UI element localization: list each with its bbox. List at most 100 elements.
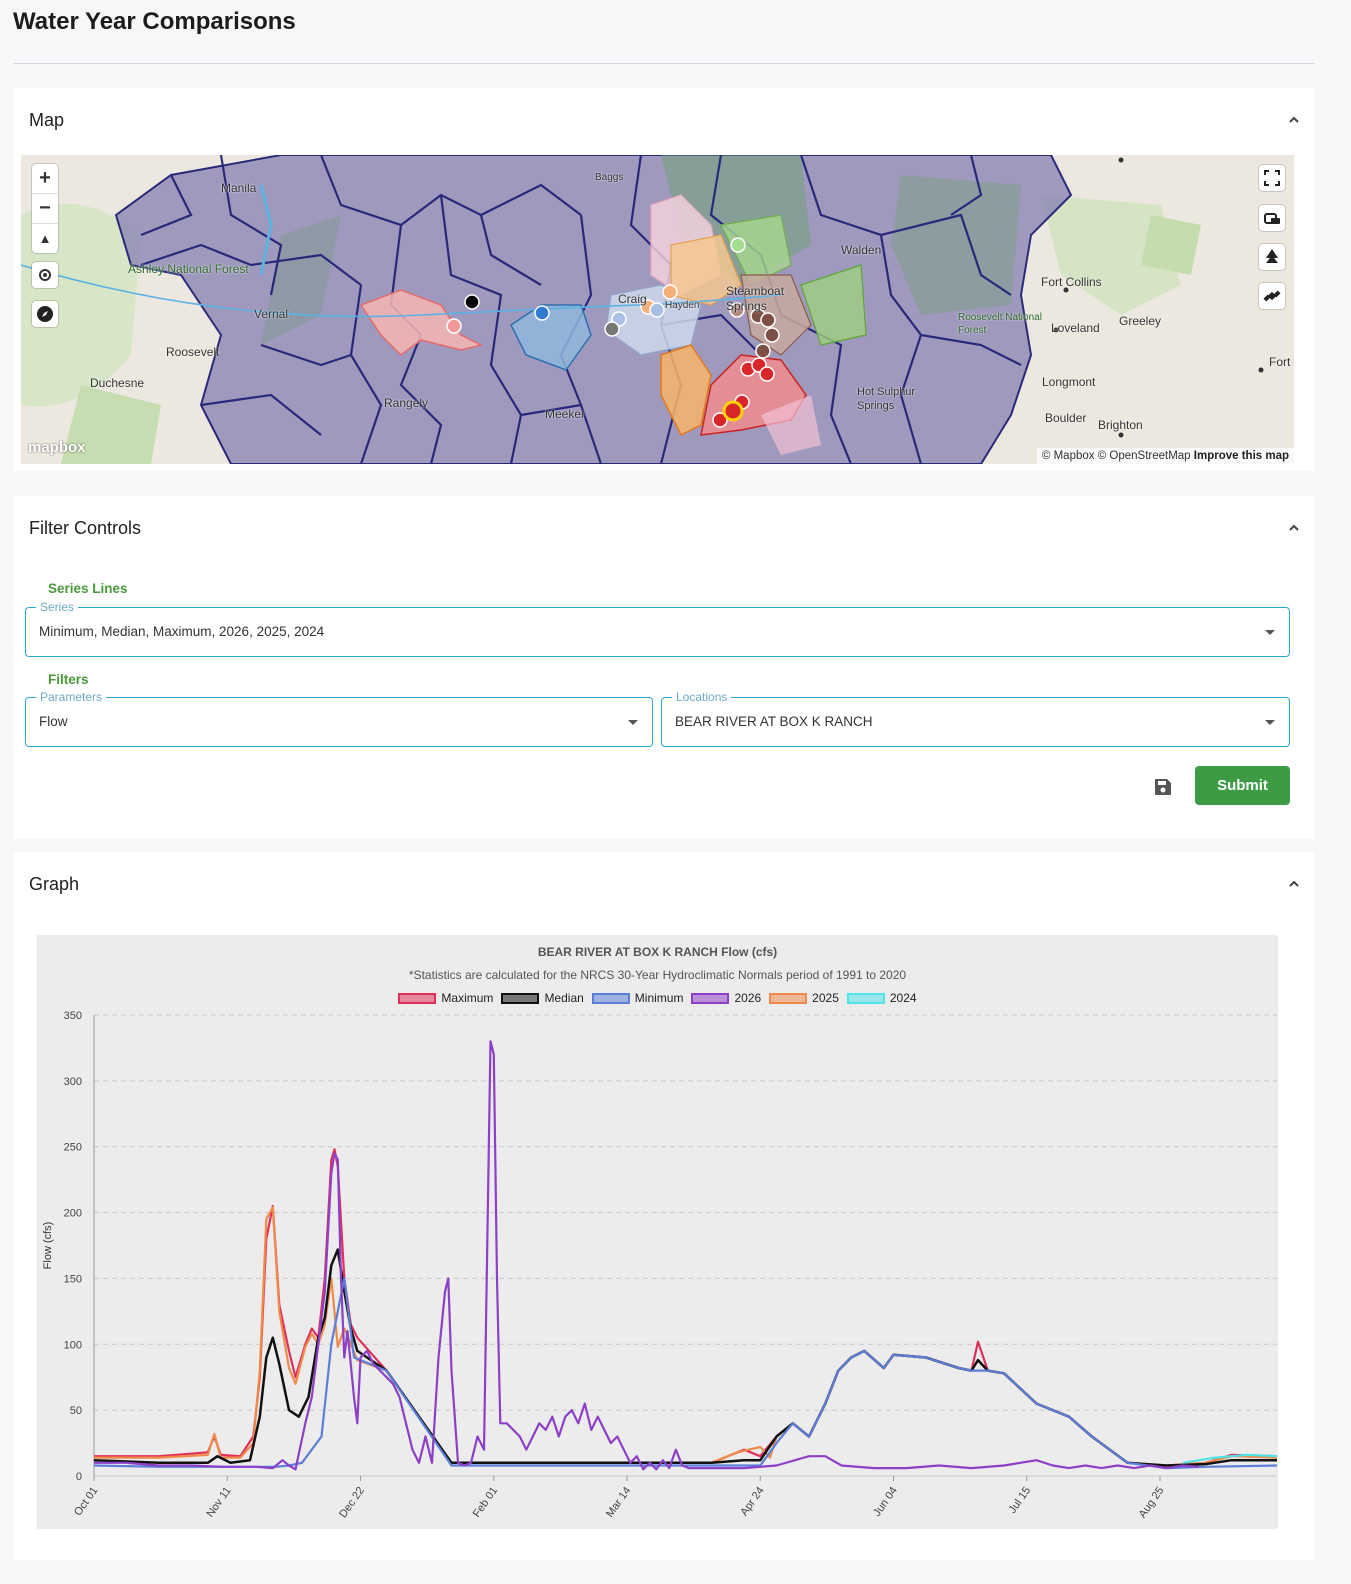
car-icon — [1264, 213, 1280, 224]
map-label-steamboat: Steamboat Springs — [726, 284, 785, 313]
map-label-rangely: Rangely — [384, 396, 429, 410]
map-label-roosevelt: Roosevelt — [166, 345, 220, 359]
map-label-hot-sulphur: Hot Sulphur Springs — [857, 386, 916, 412]
map-label-loveland: Loveland — [1051, 321, 1100, 335]
mapbox-logo[interactable]: mapbox — [28, 439, 86, 456]
locations-select[interactable]: Locations BEAR RIVER AT BOX K RANCH — [661, 690, 1290, 747]
chart-plot-area: 0 50 100 150 200 250 300 350 Oct 01 Nov 11 Dec 22 F… — [42, 1010, 1278, 1520]
series-line-minimum — [93, 1277, 1278, 1470]
collapse-graph-chevron-icon[interactable] — [1287, 877, 1301, 891]
y-tick-label: 300 — [64, 1076, 82, 1088]
legend-label: Minimum — [634, 991, 684, 1005]
legend-swatch — [501, 992, 540, 1004]
map-label-meeker: Meeker — [545, 407, 586, 421]
x-tick-label: Feb 01 — [471, 1485, 500, 1520]
map-label-boulder: Boulder — [1045, 411, 1087, 425]
map-label-vernal: Vernal — [254, 307, 289, 321]
legend-item-2024[interactable]: 2024 — [846, 991, 917, 1005]
x-tick-label: Aug 25 — [1137, 1485, 1167, 1520]
outdoors-layer-button[interactable] — [1259, 244, 1285, 270]
locations-dropdown-arrow-icon — [1265, 720, 1275, 725]
series-line-2024 — [1182, 1453, 1278, 1464]
locations-select-label: Locations — [672, 690, 732, 704]
map-label-roosevelt-nf: Roosevelt National Forest — [958, 312, 1042, 336]
satellite-icon — [1263, 290, 1281, 302]
x-tick-label: Apr 24 — [738, 1485, 766, 1518]
save-icon[interactable] — [1153, 777, 1173, 797]
y-tick-label: 350 — [64, 1010, 82, 1022]
locate-icon — [39, 269, 51, 281]
map-card: Map — [13, 88, 1315, 471]
graph-card: Graph BEAR RIVER AT BOX K RANCH Flow (cf… — [13, 852, 1315, 1560]
parameters-select-label: Parameters — [36, 690, 107, 704]
legend-swatch — [769, 992, 808, 1004]
legend-label: 2025 — [812, 991, 839, 1005]
compass-button[interactable] — [32, 301, 58, 327]
legend-label: 2024 — [889, 991, 917, 1005]
zoom-out-button[interactable]: − — [32, 194, 58, 224]
collapse-map-chevron-icon[interactable] — [1287, 113, 1301, 127]
attribution-mapbox[interactable]: © Mapbox — [1041, 450, 1095, 462]
map-zoom-controls: + − ▲ — [32, 164, 58, 253]
y-tick-label: 150 — [64, 1273, 82, 1285]
collapse-filter-chevron-icon[interactable] — [1287, 521, 1301, 535]
legend-item-maximum[interactable]: Maximum — [398, 991, 493, 1005]
submit-button[interactable]: Submit — [1195, 766, 1290, 805]
parameters-select[interactable]: Parameters Flow — [25, 690, 653, 747]
series-dropdown-arrow-icon — [1265, 630, 1275, 635]
satellite-layer-button[interactable] — [1259, 283, 1285, 309]
x-tick-label: Dec 22 — [337, 1485, 367, 1520]
attribution-osm[interactable]: © OpenStreetMap — [1097, 450, 1191, 462]
series-select-label: Series — [36, 600, 79, 614]
map-label-ashley-nf: Ashley National Forest — [128, 262, 249, 276]
parameters-dropdown-arrow-icon — [628, 720, 638, 725]
map-section-title: Map — [29, 110, 65, 130]
fullscreen-button[interactable] — [1259, 165, 1285, 191]
chart-legend: Maximum Median Minimum 2026 2025 2024 — [37, 991, 1278, 1005]
x-tick-label: Oct 01 — [72, 1485, 100, 1518]
y-tick-label: 200 — [64, 1208, 82, 1220]
title-divider — [13, 63, 1315, 64]
legend-swatch — [591, 992, 630, 1004]
series-line-2025 — [94, 1206, 1278, 1467]
x-tick-label: Mar 14 — [604, 1485, 633, 1520]
series-line-2026 — [94, 1040, 1200, 1471]
map-label-manila: Manila — [221, 181, 257, 195]
map-label-greeley: Greeley — [1119, 314, 1162, 328]
filter-section-title: Filter Controls — [29, 518, 142, 538]
legend-swatch — [691, 992, 730, 1004]
legend-item-2025[interactable]: 2025 — [769, 991, 839, 1005]
series-select[interactable]: Series Minimum, Median, Maximum, 2026, 2… — [25, 600, 1290, 657]
y-tick-label: 100 — [64, 1339, 82, 1351]
series-line-median — [93, 1248, 1277, 1467]
map-label-baggs: Baggs — [595, 172, 624, 183]
compass-icon — [37, 306, 53, 322]
map-canvas[interactable] — [21, 155, 1294, 464]
filter-controls-card: Filter Controls Series Lines Series Mini… — [13, 496, 1315, 839]
graph-section-title: Graph — [29, 874, 80, 894]
legend-item-median[interactable]: Median — [501, 991, 584, 1005]
y-tick-label: 250 — [64, 1142, 82, 1154]
compass-reset-button[interactable]: ▲ — [38, 231, 52, 246]
series-lines-heading: Series Lines — [48, 581, 128, 596]
legend-label: 2026 — [734, 991, 762, 1005]
legend-item-minimum[interactable]: Minimum — [591, 991, 684, 1005]
zoom-in-button[interactable]: + — [32, 164, 58, 194]
legend-item-2026[interactable]: 2026 — [691, 991, 761, 1005]
tree-icon — [1266, 249, 1278, 263]
improve-map-link[interactable]: Improve this map — [1193, 450, 1289, 462]
fullscreen-icon — [1264, 170, 1280, 186]
map-label-duchesne: Duchesne — [90, 376, 145, 390]
parameters-select-value: Flow — [39, 714, 68, 729]
streets-layer-button[interactable] — [1259, 205, 1285, 231]
y-tick-label: 50 — [70, 1405, 82, 1417]
map-label-fort: Fort — [1269, 355, 1291, 369]
x-tick-label: Nov 11 — [204, 1485, 233, 1520]
legend-swatch — [398, 992, 437, 1004]
map-view[interactable]: + − ▲ Manila Ashley National Forest Vern… — [21, 155, 1294, 464]
map-label-hayden: Hayden — [665, 300, 700, 311]
series-line-maximum — [94, 1148, 1278, 1467]
locations-select-value: BEAR RIVER AT BOX K RANCH — [675, 714, 873, 729]
flow-chart: BEAR RIVER AT BOX K RANCH Flow (cfs) *St… — [37, 935, 1278, 1529]
geolocate-button[interactable] — [32, 262, 58, 288]
